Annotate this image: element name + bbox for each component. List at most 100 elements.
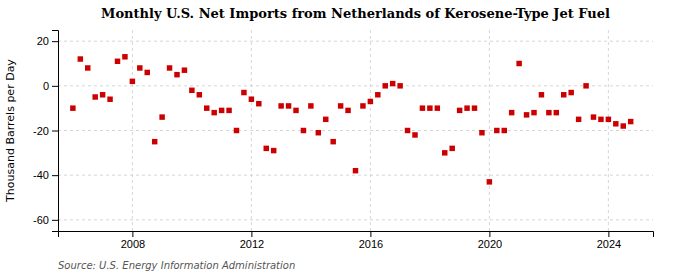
point: [130, 79, 135, 84]
title: Monthly U.S. Net Imports from Netherland…: [101, 6, 610, 21]
grid-line-y: [58, 219, 653, 220]
grid: [58, 30, 653, 231]
point: [427, 105, 432, 110]
grid-line-y: [58, 85, 653, 86]
y-tick-mark: [52, 220, 58, 221]
point: [442, 150, 447, 155]
point: [554, 110, 559, 115]
x-tick-mark: [489, 231, 490, 237]
x-tick-label: 2008: [121, 238, 145, 250]
chart: 20082012201620202024-60-40-20020Monthly …: [0, 0, 675, 275]
y-axis-title: Thousand Barrels per Day: [4, 59, 17, 203]
point: [264, 146, 269, 151]
x-tick-label: 2012: [240, 238, 264, 250]
points: [70, 54, 633, 185]
grid-line-x: [251, 30, 252, 231]
point: [613, 121, 618, 126]
point: [167, 65, 172, 70]
x-tick-label: 2016: [359, 238, 383, 250]
point: [531, 110, 536, 115]
point: [628, 119, 633, 124]
point: [561, 92, 566, 97]
point: [107, 96, 112, 101]
point: [271, 148, 276, 153]
point: [234, 128, 239, 133]
point: [301, 128, 306, 133]
point: [568, 90, 573, 95]
point: [368, 99, 373, 104]
point: [159, 114, 164, 119]
point: [494, 128, 499, 133]
point: [308, 103, 313, 108]
y-tick-mark: [52, 86, 58, 87]
point: [397, 83, 402, 88]
point: [278, 103, 283, 108]
grid-line-x: [489, 30, 490, 231]
x-tick: 2016: [359, 231, 383, 250]
point: [137, 65, 142, 70]
point: [464, 105, 469, 110]
point: [330, 139, 335, 144]
point: [435, 105, 440, 110]
point: [115, 59, 120, 64]
point: [509, 110, 514, 115]
x-tick: 2024: [597, 231, 621, 250]
x-tick: 2008: [121, 231, 145, 250]
point: [249, 96, 254, 101]
point: [189, 88, 194, 93]
point: [316, 130, 321, 135]
point: [583, 83, 588, 88]
point: [472, 105, 477, 110]
point: [487, 179, 492, 184]
y-tick-mark: [52, 131, 58, 132]
plot: 20082012201620202024-60-40-20020: [33, 30, 653, 250]
point: [524, 112, 529, 117]
point: [479, 130, 484, 135]
x-tick-mark: [251, 231, 252, 237]
point: [152, 139, 157, 144]
grid-line-y: [58, 130, 653, 131]
grid-line-y: [58, 41, 653, 42]
grid-line-x: [370, 30, 371, 231]
point: [293, 108, 298, 113]
point: [338, 103, 343, 108]
point: [598, 117, 603, 122]
y-tick-label: -60: [33, 214, 49, 226]
y-tick: -20: [33, 125, 58, 137]
x-axis-line: [59, 232, 654, 238]
grid-line-x: [132, 30, 133, 231]
point: [353, 168, 358, 173]
x-tick: 2012: [240, 231, 264, 250]
point: [122, 54, 127, 59]
source-note: Source: U.S. Energy Information Administ…: [58, 260, 295, 271]
point: [174, 72, 179, 77]
y-tick: 0: [43, 80, 58, 92]
point: [92, 94, 97, 99]
point: [546, 110, 551, 115]
point: [390, 81, 395, 86]
y-tick-mark: [52, 175, 58, 176]
point: [323, 117, 328, 122]
point: [70, 105, 75, 110]
x-tick-mark: [370, 231, 371, 237]
y-tick-mark: [52, 41, 58, 42]
y-tick: -40: [33, 169, 58, 181]
point: [449, 146, 454, 151]
point: [539, 92, 544, 97]
point: [78, 56, 83, 61]
point: [85, 65, 90, 70]
point: [591, 114, 596, 119]
x-tick-label: 2024: [597, 238, 621, 250]
point: [211, 110, 216, 115]
point: [457, 108, 462, 113]
point: [516, 61, 521, 66]
y-tick: -60: [33, 214, 58, 226]
y-axis-line: [52, 31, 59, 232]
x-tick-mark: [608, 231, 609, 237]
point: [405, 128, 410, 133]
point: [241, 90, 246, 95]
point: [621, 123, 626, 128]
point: [360, 103, 365, 108]
point: [606, 117, 611, 122]
point: [576, 117, 581, 122]
